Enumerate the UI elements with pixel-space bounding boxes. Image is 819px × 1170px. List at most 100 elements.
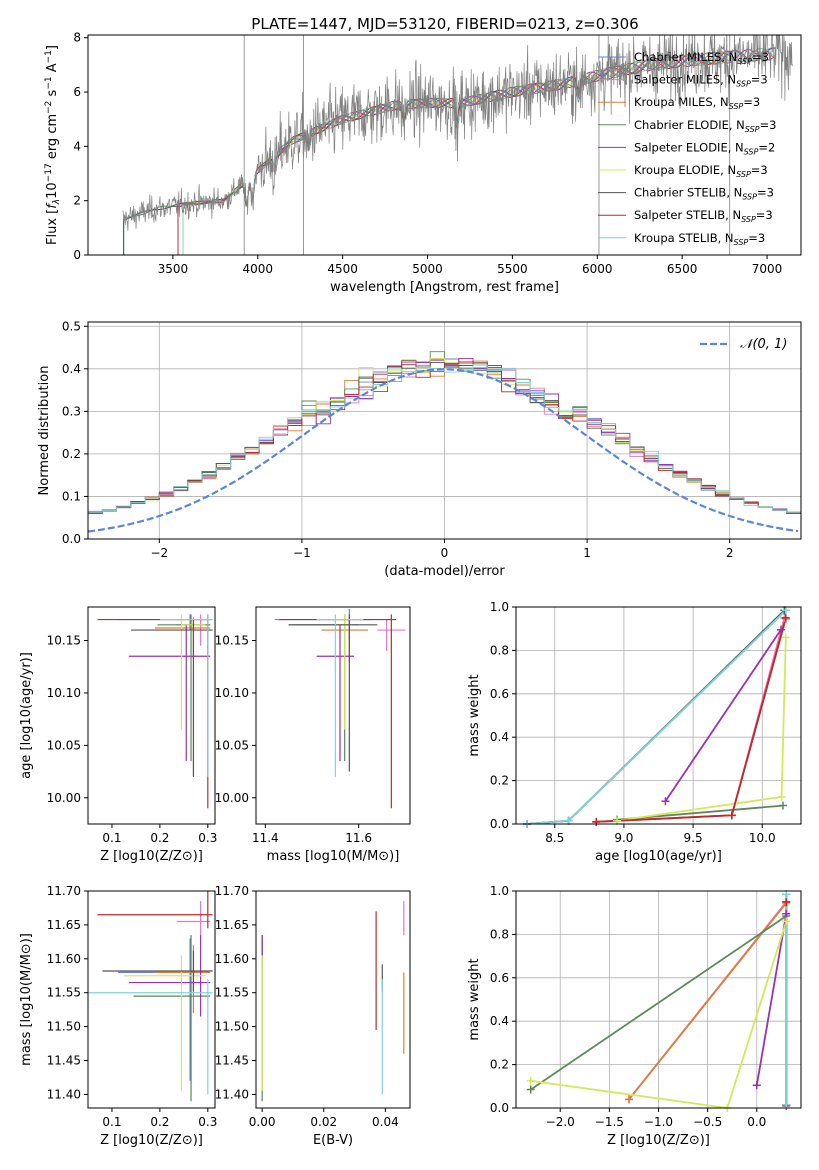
spectrum-data-line bbox=[122, 35, 793, 231]
weight_vs_Z-point-marker bbox=[526, 1085, 535, 1094]
residual-histogram bbox=[88, 357, 801, 514]
residuals-ytick-label: 0.5 bbox=[62, 319, 81, 333]
weight_vs_age-xtick-label: 10.0 bbox=[749, 831, 776, 845]
mass_vs_Z-ytick-label: 11.50 bbox=[47, 1020, 81, 1034]
spectrum-legend-entry: Salpeter MILES, NSSP=3 bbox=[634, 73, 768, 89]
spectrum-xtick-label: 4500 bbox=[327, 262, 358, 276]
residual-histogram bbox=[88, 361, 801, 514]
age_vs_Z-ytick-label: 10.05 bbox=[47, 738, 81, 752]
weight_vs_age-ytick-label: 0.4 bbox=[490, 730, 509, 744]
weight_vs_age-point-marker bbox=[781, 606, 790, 615]
mass_vs_ebv-xtick-label: 0.02 bbox=[310, 1115, 337, 1129]
mass_vs_Z-xtick-label: 0.3 bbox=[198, 1115, 217, 1129]
mass_vs_Z-ytick-label: 11.40 bbox=[47, 1087, 81, 1101]
weight_vs_age-point-marker bbox=[777, 792, 786, 801]
spectrum-ytick-label: 6 bbox=[73, 85, 81, 99]
spectrum-xtick-label: 3500 bbox=[158, 262, 189, 276]
spectrum-xtick-label: 5500 bbox=[497, 262, 528, 276]
mass_vs_Z-ytick-label: 11.65 bbox=[47, 918, 81, 932]
residuals-ytick-label: 0.2 bbox=[62, 447, 81, 461]
residual-histogram bbox=[88, 364, 801, 514]
weight_vs_age-point-marker bbox=[592, 817, 601, 826]
mass_vs_Z-ytick-label: 11.55 bbox=[47, 986, 81, 1000]
weight_vs_Z-xlabel: Z [log10(Z/Z⊙)] bbox=[607, 1133, 710, 1148]
spectrum-plot-area bbox=[122, 35, 793, 255]
age_vs_Z-frame bbox=[87, 606, 216, 825]
mass_vs_Z-xtick-label: 0.2 bbox=[150, 1115, 169, 1129]
residuals-xtick-label: 2 bbox=[726, 546, 734, 560]
residuals-ylabel: Normed distribution bbox=[37, 366, 52, 496]
weight_vs_Z-plot-area bbox=[530, 894, 788, 1108]
spectrum-xtick-label: 6500 bbox=[667, 262, 698, 276]
mass_vs_Z-xlabel: Z [log10(Z/Z⊙)] bbox=[100, 1133, 203, 1148]
spectrum-ytick-label: 8 bbox=[73, 31, 81, 45]
age_vs_mass-ytick-label: 10.05 bbox=[215, 738, 249, 752]
mass_vs_ebv-xtick-label: 0.04 bbox=[372, 1115, 399, 1129]
spectrum-xlabel: wavelength [Angstrom, rest frame] bbox=[330, 280, 559, 295]
residuals-xtick-label: −1 bbox=[293, 546, 311, 560]
age_vs_mass-ytick-label: 10.15 bbox=[215, 634, 249, 648]
mass_vs_ebv-frame bbox=[255, 890, 411, 1109]
mass_vs_Z-plot-area bbox=[88, 891, 213, 1102]
weight_vs_age-plot-area bbox=[527, 609, 787, 824]
age_vs_mass-xtick-label: 11.6 bbox=[345, 831, 372, 845]
age_vs_Z-xtick-label: 0.2 bbox=[150, 831, 169, 845]
mass_vs_ebv-ytick-label: 11.40 bbox=[215, 1087, 249, 1101]
weight_vs_Z-ytick-label: 0.4 bbox=[490, 1014, 509, 1028]
mass_vs_ebv-plot-area bbox=[261, 901, 405, 1102]
weight_vs_Z-ytick-label: 1.0 bbox=[490, 884, 509, 898]
weight_vs_age-point-marker bbox=[564, 816, 573, 825]
mass_vs_ebv-ytick-label: 11.60 bbox=[215, 952, 249, 966]
spectrum-legend-entry: Kroupa ELODIE, NSSP=3 bbox=[634, 163, 768, 179]
weight_vs_age-xlabel: age [log10(age/yr)] bbox=[595, 849, 722, 864]
weight_vs_age-ytick-label: 0.0 bbox=[490, 817, 509, 831]
spectrum-legend-entry: Kroupa MILES, NSSP=3 bbox=[634, 95, 760, 111]
weight_vs_age-series-line bbox=[616, 637, 787, 822]
weight_vs_age-point-marker bbox=[776, 625, 785, 634]
weight_vs_Z-point-marker bbox=[782, 1100, 791, 1109]
mass_vs_ebv-xlabel: E(B-V) bbox=[313, 1133, 353, 1148]
residuals-xlabel: (data-model)/error bbox=[384, 564, 505, 579]
mass_vs_ebv-xtick-label: 0.00 bbox=[249, 1115, 276, 1129]
weight_vs_age-series-line bbox=[596, 617, 786, 823]
mass_vs_Z-xtick-label: 0.1 bbox=[102, 1115, 121, 1129]
weight_vs_age-point-marker bbox=[781, 613, 790, 622]
weight_vs_Z-xtick-label: −1.0 bbox=[644, 1115, 673, 1129]
weight_vs_Z-point-marker bbox=[625, 1095, 634, 1104]
weight_vs_age-ytick-label: 0.8 bbox=[490, 643, 509, 657]
spectrum-xtick-label: 6000 bbox=[582, 262, 613, 276]
weight_vs_age-ylabel: mass weight bbox=[467, 674, 482, 756]
weight_vs_Z-point-marker bbox=[782, 909, 791, 918]
spectrum-legend-entry: Chabrier MILES, NSSP=3 bbox=[634, 50, 769, 66]
spectrum-legend-entry: Kroupa STELIB, NSSP=3 bbox=[634, 231, 765, 247]
weight_vs_Z-series-line bbox=[628, 902, 788, 1100]
weight_vs_Z-point-marker bbox=[782, 897, 791, 906]
weight_vs_age-series-line bbox=[527, 609, 786, 824]
weight_vs_age-point-marker bbox=[661, 797, 670, 806]
spectrum-ytick-label: 4 bbox=[73, 139, 81, 153]
mass_vs_Z-ytick-label: 11.45 bbox=[47, 1054, 81, 1068]
mass_vs_Z-ytick-label: 11.60 bbox=[47, 952, 81, 966]
weight_vs_age-series-line bbox=[527, 609, 787, 824]
mass_vs_ebv-ytick-label: 11.50 bbox=[215, 1020, 249, 1034]
spectrum-frame bbox=[87, 34, 802, 256]
spectrum-xtick-label: 7000 bbox=[752, 262, 783, 276]
weight_vs_age-frame bbox=[515, 606, 802, 825]
spectrum-ylabel: Flux [fλ10−17 erg cm−2 s−1 A−1] bbox=[44, 45, 62, 245]
mass_vs_ebv-ytick-label: 11.45 bbox=[215, 1054, 249, 1068]
weight_vs_Z-ytick-label: 0.8 bbox=[490, 927, 509, 941]
spectrum-ytick-label: 2 bbox=[73, 194, 81, 208]
age_vs_mass-frame bbox=[255, 606, 411, 825]
residuals-ytick-label: 0.1 bbox=[62, 489, 81, 503]
age_vs_Z-xtick-label: 0.1 bbox=[102, 831, 121, 845]
weight_vs_age-point-marker bbox=[779, 801, 788, 810]
weight_vs_age-xtick-label: 9.5 bbox=[684, 831, 703, 845]
mass_vs_ebv-ytick-label: 11.70 bbox=[215, 884, 249, 898]
weight_vs_Z-xtick-label: 0.0 bbox=[747, 1115, 766, 1129]
spectrum-legend-entry: Salpeter STELIB, NSSP=3 bbox=[634, 208, 773, 224]
age_vs_Z-ytick-label: 10.10 bbox=[47, 686, 81, 700]
residuals-xtick-label: −2 bbox=[150, 546, 168, 560]
weight_vs_age-point-marker bbox=[612, 816, 621, 825]
weight_vs_Z-ytick-label: 0.6 bbox=[490, 971, 509, 985]
age_vs_Z-plot-area bbox=[97, 614, 213, 809]
